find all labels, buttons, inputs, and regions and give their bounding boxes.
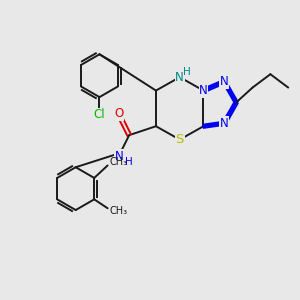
Text: N: N — [199, 84, 208, 97]
Text: S: S — [176, 133, 184, 146]
Text: Cl: Cl — [94, 108, 105, 122]
Text: N: N — [220, 117, 229, 130]
Text: H: H — [125, 157, 133, 167]
Text: N: N — [175, 71, 184, 84]
Text: N: N — [114, 150, 123, 163]
Text: O: O — [114, 107, 123, 120]
Text: CH₃: CH₃ — [110, 158, 128, 167]
Text: CH₃: CH₃ — [110, 206, 128, 216]
Text: H: H — [183, 67, 191, 77]
Text: N: N — [220, 75, 229, 88]
